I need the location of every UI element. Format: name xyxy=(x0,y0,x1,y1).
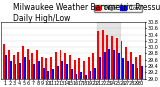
Bar xyxy=(130,52,132,79)
Bar xyxy=(108,49,110,79)
Bar xyxy=(139,55,141,79)
Bar xyxy=(69,55,71,79)
Bar xyxy=(38,61,40,79)
Bar xyxy=(141,66,143,79)
Bar xyxy=(31,53,33,79)
Bar xyxy=(118,53,120,79)
Bar xyxy=(17,52,19,79)
Bar xyxy=(8,50,10,79)
Bar xyxy=(83,61,85,79)
Bar xyxy=(71,69,73,79)
Bar xyxy=(78,58,80,79)
Bar xyxy=(33,64,35,79)
Bar xyxy=(92,53,94,79)
Bar xyxy=(3,44,5,79)
Bar xyxy=(47,71,49,79)
Bar xyxy=(97,31,99,79)
Bar xyxy=(88,57,90,79)
Bar xyxy=(85,75,87,79)
Bar xyxy=(76,74,77,79)
Bar xyxy=(80,72,82,79)
Bar xyxy=(13,55,15,79)
Bar xyxy=(97,22,120,79)
Bar xyxy=(27,49,29,79)
Bar xyxy=(90,71,92,79)
Bar xyxy=(45,58,47,79)
Bar xyxy=(50,57,52,79)
Bar xyxy=(10,61,12,79)
Bar xyxy=(136,68,138,79)
Bar xyxy=(132,64,134,79)
Bar xyxy=(135,57,136,79)
Bar xyxy=(116,38,118,79)
Bar xyxy=(121,41,122,79)
Bar xyxy=(74,60,76,79)
Bar xyxy=(24,57,26,79)
Bar xyxy=(55,52,57,79)
Bar xyxy=(107,35,108,79)
Bar xyxy=(52,69,54,79)
Bar xyxy=(19,63,21,79)
Bar xyxy=(102,30,104,79)
Bar xyxy=(125,47,127,79)
Bar xyxy=(94,68,96,79)
Bar xyxy=(113,50,115,79)
Bar xyxy=(5,55,7,79)
Bar xyxy=(127,61,129,79)
Bar xyxy=(64,53,66,79)
Bar xyxy=(104,52,106,79)
Bar xyxy=(60,50,61,79)
Bar xyxy=(41,57,43,79)
Bar xyxy=(29,60,30,79)
Text: Milwaukee Weather Barometric Pressure
Daily High/Low: Milwaukee Weather Barometric Pressure Da… xyxy=(13,3,160,23)
Bar xyxy=(36,50,38,79)
Legend: High, Low: High, Low xyxy=(94,5,142,12)
Bar xyxy=(57,66,59,79)
Bar xyxy=(66,64,68,79)
Bar xyxy=(99,57,101,79)
Bar xyxy=(61,61,63,79)
Bar xyxy=(122,58,124,79)
Bar xyxy=(111,36,113,79)
Bar xyxy=(22,46,24,79)
Bar xyxy=(43,68,44,79)
Bar xyxy=(15,64,16,79)
